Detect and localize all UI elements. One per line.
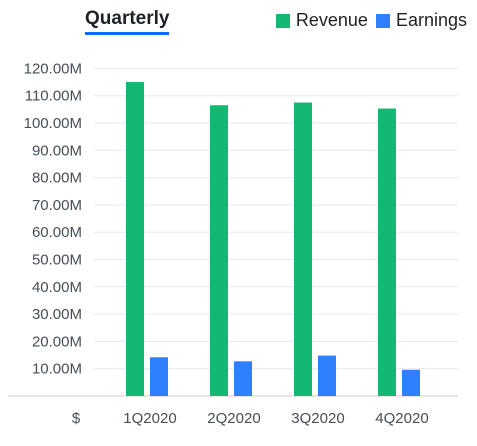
y-tick-label: 90.00M (32, 142, 82, 159)
bar-earnings-1q2020 (150, 357, 168, 396)
y-tick-label: 70.00M (32, 197, 82, 214)
bar-revenue-4q2020 (378, 108, 396, 396)
legend-label-earnings: Earnings (395, 10, 467, 30)
legend-item-revenue[interactable]: Revenue (275, 10, 368, 31)
bar-earnings-2q2020 (234, 361, 252, 396)
y-tick-label: 10.00M (32, 361, 82, 378)
y-tick-label: 20.00M (32, 333, 82, 350)
bar-earnings-3q2020 (318, 355, 336, 396)
earnings-swatch (375, 13, 390, 28)
bar-revenue-1q2020 (126, 82, 144, 397)
legend-label-revenue: Revenue (295, 10, 368, 30)
y-tick-label: 60.00M (32, 224, 82, 241)
legend: Revenue Earnings (268, 10, 467, 31)
bar-earnings-4q2020 (402, 369, 420, 396)
x-category-label: 4Q2020 (375, 410, 428, 427)
y-tick-label: 110.00M (25, 88, 82, 105)
y-tick-label: 100.00M (24, 115, 82, 132)
x-category-label: 3Q2020 (291, 410, 344, 427)
y-tick-label: 50.00M (32, 252, 82, 269)
tab-quarterly[interactable]: Quarterly (85, 8, 170, 35)
bar-revenue-3q2020 (294, 102, 312, 397)
y-tick-label: 120.00M (24, 60, 82, 77)
revenue-swatch (275, 13, 290, 28)
y-tick-label: 40.00M (32, 279, 82, 296)
x-category-label: 2Q2020 (207, 410, 260, 427)
y-tick-label: 30.00M (32, 306, 82, 323)
x-category-label: 1Q2020 (123, 410, 176, 427)
legend-item-earnings[interactable]: Earnings (375, 10, 467, 31)
bar-revenue-2q2020 (210, 105, 228, 396)
unit-label: $ (72, 410, 81, 427)
y-tick-label: 80.00M (32, 170, 82, 187)
